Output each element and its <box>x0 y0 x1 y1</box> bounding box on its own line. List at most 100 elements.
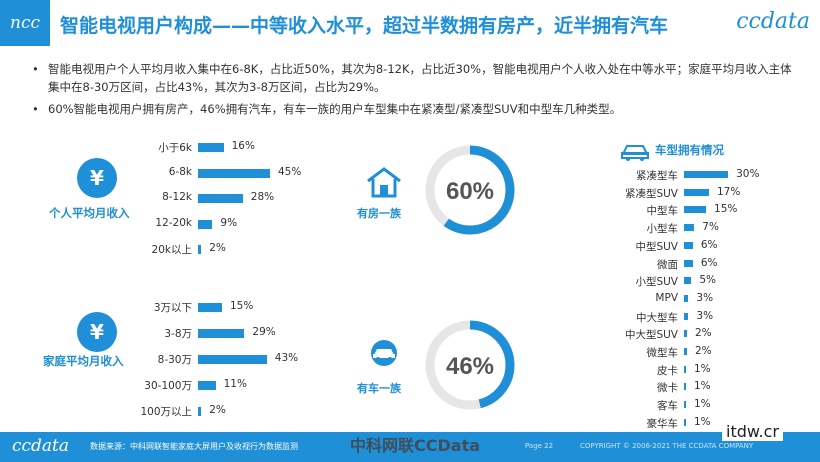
bar <box>684 171 729 178</box>
bar-label: 3-8万 <box>164 328 192 340</box>
bar <box>198 355 267 364</box>
bar-value: 30% <box>736 168 760 180</box>
bar-label: 8-30万 <box>157 354 192 366</box>
bar <box>198 194 243 203</box>
footer-bar: ccdata 数据来源：中科网联智能家庭大屏用户及收视行为数据监测 Page 2… <box>0 432 820 462</box>
footer-brand: ccdata <box>12 436 70 456</box>
bar <box>198 381 216 390</box>
car-icon <box>371 340 397 366</box>
bar-label: 小型SUV <box>635 276 678 289</box>
bar <box>684 330 687 338</box>
bar <box>198 245 202 254</box>
bar-value: 15% <box>230 300 254 312</box>
bar-label: MPV <box>655 291 678 304</box>
bar-label: 豪华车 <box>646 417 679 430</box>
bar-value: 2% <box>694 327 712 340</box>
bar-value: 1% <box>694 398 711 411</box>
bar <box>198 143 224 152</box>
house-owner-label: 有房一族 <box>357 207 401 220</box>
bar-value: 2% <box>694 345 712 357</box>
bar-value: 16% <box>231 140 255 152</box>
bullet-assets: 60%智能电视用户拥有房产，46%拥有汽车，有车一族的用户车型集中在紧凑型/紧凑… <box>30 100 800 118</box>
car-type-icon <box>621 145 649 161</box>
bar <box>684 241 693 249</box>
bar-label: 微面 <box>657 258 678 271</box>
bar <box>684 224 695 232</box>
ncc-logo: ncc <box>0 0 50 46</box>
bar-value: 6% <box>700 256 718 269</box>
bar-label: 12-20k <box>155 216 192 229</box>
page-number: Page 22 <box>525 442 554 450</box>
bar-value: 1% <box>694 362 711 375</box>
bar-label: 中大型SUV <box>624 329 678 342</box>
bar-value: 3% <box>696 309 714 322</box>
bar <box>684 277 692 285</box>
bar <box>684 383 686 391</box>
copyright: COPYRIGHT © 2006-2021 THE CCDATA COMPANY <box>580 442 754 450</box>
bar-label: 紧凑型车 <box>636 170 678 182</box>
bar-value: 11% <box>223 378 247 390</box>
bar <box>684 418 686 426</box>
bar <box>684 206 707 214</box>
car-donut: 46% <box>425 320 515 410</box>
bar-label: 皮卡 <box>657 364 678 377</box>
bar <box>684 294 689 302</box>
bar <box>198 329 245 338</box>
data-source: 数据来源：中科网联智能家庭大屏用户及收视行为数据监测 <box>90 442 298 451</box>
bar-label: 微卡 <box>657 382 678 395</box>
house-donut: 60% <box>425 145 515 235</box>
bar <box>198 303 222 312</box>
bar <box>684 188 709 196</box>
house-icon <box>367 167 401 198</box>
bar <box>684 348 687 355</box>
bar-label: 微型车 <box>646 347 679 359</box>
bar-label: 小于6k <box>158 142 192 154</box>
bar-label: 20k以上 <box>151 244 192 256</box>
bar-label: 100万以上 <box>140 406 192 418</box>
bar <box>198 168 270 178</box>
bar <box>198 219 213 229</box>
donut-arc <box>425 145 515 235</box>
bar <box>684 401 686 409</box>
bar-value: 2% <box>209 242 226 254</box>
family-income-title: 家庭平均月收入 <box>43 354 124 368</box>
bar-value: 1% <box>694 380 711 393</box>
personal-income-title: 个人平均月收入 <box>49 206 130 220</box>
yen-icon: ¥ <box>77 158 117 198</box>
bar-value: 9% <box>220 216 238 229</box>
bar-value: 45% <box>278 165 302 178</box>
bar-value: 7% <box>702 221 719 234</box>
bar-value: 2% <box>209 404 226 416</box>
bar <box>684 365 686 373</box>
bar-value: 5% <box>699 274 717 287</box>
bar-value: 29% <box>252 326 276 338</box>
bar-value: 15% <box>714 203 738 216</box>
bar-value: 28% <box>250 191 275 203</box>
bar-label: 中型车 <box>646 205 679 218</box>
bar-value: 6% <box>700 238 718 251</box>
car-type-title: 车型拥有情况 <box>655 143 724 157</box>
ccdata-brand: ccdata <box>736 9 810 34</box>
donut-value: 60% <box>446 178 494 205</box>
watermark-site: itdw.cr <box>722 422 783 441</box>
car-owner-label: 有车一族 <box>357 382 401 395</box>
bar <box>684 259 693 267</box>
bar-label: 30-100万 <box>144 380 192 392</box>
bar-value: 1% <box>694 415 711 428</box>
donut-value: 46% <box>446 353 494 380</box>
bar-label: 紧凑型SUV <box>624 187 678 200</box>
bar-value: 43% <box>274 352 299 364</box>
bar-value: 17% <box>716 185 741 198</box>
bar-label: 中型SUV <box>635 240 678 253</box>
donut-arc <box>425 320 515 410</box>
bar-label: 客车 <box>657 400 678 413</box>
bar-label: 3万以下 <box>153 302 192 314</box>
bullet-income: 智能电视用户个人平均月收入集中在6-8K，占比近50%，其次为8-12K，占比近… <box>30 60 800 96</box>
bar-label: 中大型车 <box>636 311 678 324</box>
summary-bullets: 智能电视用户个人平均月收入集中在6-8K，占比近50%，其次为8-12K，占比近… <box>30 60 800 122</box>
bar-label: 6-8k <box>168 165 192 178</box>
bar-value: 3% <box>696 291 714 304</box>
page-title: 智能电视用户构成——中等收入水平，超过半数拥有房产，近半拥有汽车 <box>60 15 669 37</box>
watermark-text: 中科网联CCData <box>350 436 481 455</box>
bar-label: 小型车 <box>646 223 679 236</box>
